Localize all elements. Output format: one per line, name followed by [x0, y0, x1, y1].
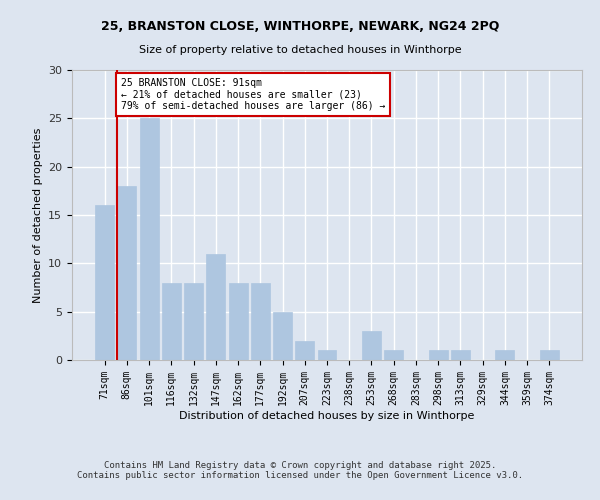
- Text: 25, BRANSTON CLOSE, WINTHORPE, NEWARK, NG24 2PQ: 25, BRANSTON CLOSE, WINTHORPE, NEWARK, N…: [101, 20, 499, 33]
- Text: Size of property relative to detached houses in Winthorpe: Size of property relative to detached ho…: [139, 45, 461, 55]
- Text: Contains HM Land Registry data © Crown copyright and database right 2025.
Contai: Contains HM Land Registry data © Crown c…: [77, 460, 523, 480]
- Bar: [162, 282, 181, 360]
- Bar: [184, 282, 203, 360]
- Bar: [429, 350, 448, 360]
- Bar: [273, 312, 292, 360]
- Y-axis label: Number of detached properties: Number of detached properties: [32, 128, 43, 302]
- Bar: [362, 331, 381, 360]
- Bar: [229, 282, 248, 360]
- Bar: [206, 254, 225, 360]
- Bar: [451, 350, 470, 360]
- Bar: [540, 350, 559, 360]
- Bar: [251, 282, 270, 360]
- Text: 25 BRANSTON CLOSE: 91sqm
← 21% of detached houses are smaller (23)
79% of semi-d: 25 BRANSTON CLOSE: 91sqm ← 21% of detach…: [121, 78, 385, 111]
- Bar: [118, 186, 136, 360]
- Bar: [95, 206, 114, 360]
- Bar: [140, 118, 158, 360]
- Bar: [295, 340, 314, 360]
- Bar: [496, 350, 514, 360]
- X-axis label: Distribution of detached houses by size in Winthorpe: Distribution of detached houses by size …: [179, 410, 475, 420]
- Bar: [317, 350, 337, 360]
- Bar: [384, 350, 403, 360]
